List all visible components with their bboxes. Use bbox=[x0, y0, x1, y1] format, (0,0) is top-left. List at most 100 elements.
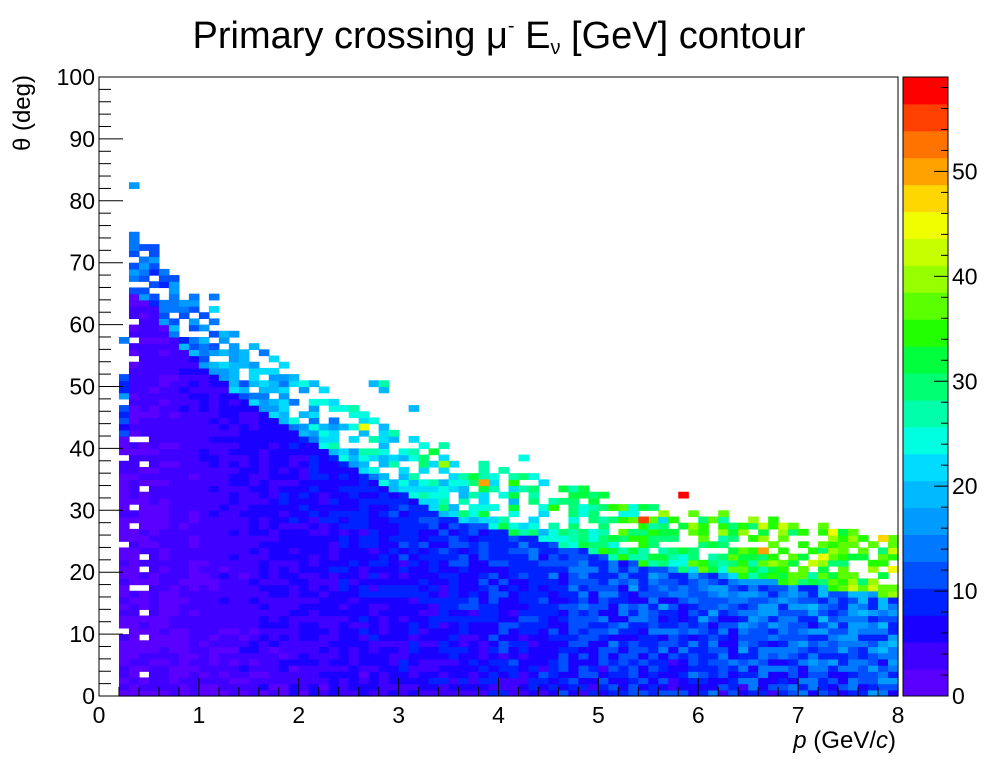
heatmap-cell bbox=[438, 689, 450, 697]
heatmap-cell bbox=[208, 491, 220, 499]
heatmap-cell bbox=[258, 491, 270, 499]
heatmap-cell bbox=[308, 677, 320, 685]
heatmap-cell bbox=[388, 652, 400, 660]
heatmap-cell bbox=[528, 677, 540, 685]
heatmap-cell bbox=[158, 275, 170, 282]
heatmap-cell bbox=[128, 689, 140, 697]
heatmap-cell bbox=[248, 522, 260, 530]
heatmap-cell bbox=[808, 677, 819, 685]
heatmap-cell bbox=[648, 665, 659, 672]
heatmap-cell bbox=[328, 572, 340, 579]
heatmap-cell bbox=[418, 504, 430, 511]
heatmap-cell bbox=[158, 405, 170, 412]
heatmap-cell bbox=[468, 634, 480, 641]
heatmap-cell bbox=[128, 603, 140, 610]
heatmap-cell bbox=[828, 640, 839, 648]
heatmap-cell bbox=[188, 535, 200, 542]
heatmap-cell bbox=[398, 615, 410, 623]
heatmap-cell bbox=[838, 572, 849, 579]
heatmap-cell bbox=[138, 256, 150, 264]
heatmap-cell bbox=[418, 553, 430, 561]
heatmap-cell bbox=[768, 596, 779, 604]
heatmap-cell bbox=[148, 429, 160, 437]
heatmap-cell bbox=[198, 652, 210, 660]
x-tick-label: 5 bbox=[592, 702, 605, 728]
heatmap-cell bbox=[278, 621, 290, 629]
palette-swatch bbox=[903, 453, 948, 482]
heatmap-cell bbox=[458, 677, 470, 685]
heatmap-cell bbox=[238, 578, 250, 586]
heatmap-cell bbox=[468, 665, 480, 672]
heatmap-cell bbox=[408, 473, 420, 480]
heatmap-cell bbox=[328, 578, 340, 586]
heatmap-cell bbox=[498, 603, 510, 610]
heatmap-cell bbox=[538, 528, 550, 536]
heatmap-cell bbox=[698, 683, 709, 691]
heatmap-cell bbox=[888, 658, 899, 666]
heatmap-cell bbox=[418, 671, 430, 679]
heatmap-cell bbox=[158, 312, 170, 320]
heatmap-cell bbox=[338, 473, 350, 480]
heatmap-cell bbox=[498, 553, 510, 561]
heatmap-cell bbox=[128, 466, 140, 474]
heatmap-cell bbox=[158, 473, 170, 480]
heatmap-cell bbox=[678, 491, 689, 499]
heatmap-cell bbox=[168, 634, 180, 641]
heatmap-cell bbox=[488, 584, 500, 592]
heatmap-cell bbox=[228, 386, 240, 394]
heatmap-cell bbox=[608, 665, 619, 672]
heatmap-cell bbox=[778, 596, 789, 604]
heatmap-cell bbox=[378, 516, 390, 524]
heatmap-cell bbox=[578, 578, 589, 586]
heatmap-cell bbox=[398, 541, 410, 549]
heatmap-cell bbox=[838, 615, 849, 623]
heatmap-cell bbox=[408, 448, 420, 456]
heatmap-cell bbox=[638, 671, 649, 679]
heatmap-cell bbox=[798, 553, 809, 561]
heatmap-cell bbox=[408, 479, 420, 487]
heatmap-cell bbox=[778, 652, 789, 660]
heatmap-cell bbox=[528, 473, 540, 480]
heatmap-cell bbox=[138, 448, 150, 456]
heatmap-cell bbox=[168, 485, 180, 493]
heatmap-cell bbox=[438, 572, 450, 579]
heatmap-cell bbox=[258, 528, 270, 536]
heatmap-cell bbox=[818, 646, 829, 654]
heatmap-cell bbox=[228, 398, 240, 406]
heatmap-cell bbox=[148, 615, 160, 623]
heatmap-cell bbox=[498, 578, 510, 586]
heatmap-cell bbox=[738, 640, 749, 648]
heatmap-cell bbox=[228, 429, 240, 437]
heatmap-cell bbox=[368, 596, 380, 604]
heatmap-cell bbox=[478, 578, 490, 586]
heatmap-cell bbox=[348, 658, 360, 666]
heatmap-cell bbox=[188, 442, 200, 449]
heatmap-cell bbox=[408, 596, 420, 604]
heatmap-cell bbox=[838, 603, 849, 610]
heatmap-cell bbox=[378, 510, 390, 518]
heatmap-cell bbox=[168, 504, 180, 511]
heatmap-cell bbox=[868, 671, 879, 679]
heatmap-cell bbox=[888, 652, 899, 660]
heatmap-cell bbox=[588, 516, 599, 524]
heatmap-cell bbox=[648, 603, 659, 610]
heatmap-cell bbox=[318, 466, 330, 474]
heatmap-cell bbox=[128, 485, 140, 493]
heatmap-cell bbox=[198, 336, 210, 344]
heatmap-cell bbox=[878, 615, 889, 623]
heatmap-cell bbox=[568, 671, 579, 679]
heatmap-cell bbox=[228, 609, 240, 617]
heatmap-cell bbox=[658, 566, 669, 573]
heatmap-cell bbox=[348, 578, 360, 586]
heatmap-cell bbox=[328, 423, 340, 431]
heatmap-cell bbox=[608, 671, 619, 679]
x-tick-label: 3 bbox=[392, 702, 405, 728]
heatmap-cell bbox=[168, 658, 180, 666]
heatmap-cell bbox=[598, 689, 609, 697]
heatmap-cell bbox=[258, 522, 270, 530]
heatmap-cell bbox=[408, 510, 420, 518]
heatmap-cell bbox=[528, 640, 540, 648]
heatmap-cell bbox=[218, 436, 230, 443]
heatmap-cell bbox=[198, 473, 210, 480]
